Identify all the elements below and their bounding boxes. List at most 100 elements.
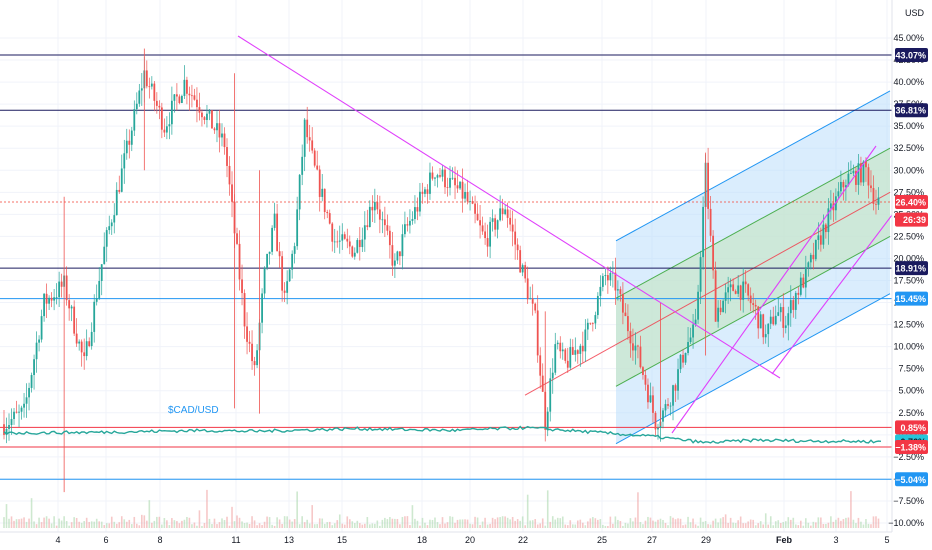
volume-bar xyxy=(30,498,33,528)
volume-bar xyxy=(404,516,406,528)
candle-body xyxy=(451,177,454,179)
candle-body xyxy=(684,352,687,363)
candle-body xyxy=(108,226,111,231)
candle-body xyxy=(301,156,304,175)
volume-bar xyxy=(659,518,662,528)
volume-bar xyxy=(794,524,797,528)
trendlines[interactable] xyxy=(237,35,893,434)
candle-body xyxy=(709,208,712,236)
candle-body xyxy=(23,403,25,408)
time-axis[interactable]: 4 6 8 11 13 15 18 20 22 25 27 29 Feb 3 5 xyxy=(55,535,889,545)
volume-bar xyxy=(303,522,306,528)
trendline-up-lower[interactable] xyxy=(771,214,893,375)
candle-body xyxy=(120,168,123,192)
volume-bar xyxy=(158,516,161,528)
x-tick-label: 29 xyxy=(701,535,711,545)
volume-bar xyxy=(779,523,782,528)
candle-body xyxy=(50,297,53,301)
candle-body xyxy=(624,312,627,317)
volume-bar xyxy=(569,520,572,528)
candle-body xyxy=(338,240,341,242)
candle-body xyxy=(436,175,439,178)
volume-bar xyxy=(481,521,484,528)
candle-body xyxy=(168,124,171,127)
candle-body xyxy=(85,341,88,357)
volume-bar xyxy=(118,522,121,528)
channel-edge[interactable] xyxy=(615,293,891,445)
volume-bar xyxy=(516,519,519,528)
volume-bar xyxy=(233,521,236,528)
candle-body xyxy=(516,244,519,251)
volume-bar xyxy=(857,517,860,528)
channel-inner-edge[interactable] xyxy=(615,147,891,299)
volume-bar xyxy=(298,524,301,528)
volume-bar xyxy=(261,524,263,528)
volume-bar xyxy=(228,525,231,528)
candle-body xyxy=(797,292,800,295)
volume-bar xyxy=(98,521,101,528)
volume-bar xyxy=(45,516,48,528)
volume-bar xyxy=(479,524,481,528)
candle-body xyxy=(236,233,238,244)
volume-bar xyxy=(514,520,516,528)
candle-body xyxy=(679,354,682,370)
volume-bar xyxy=(649,517,652,528)
volume-bar xyxy=(504,516,506,528)
channel-edge[interactable] xyxy=(615,90,891,242)
volume-bar xyxy=(732,522,734,528)
candle-body xyxy=(110,222,113,227)
volume-bar xyxy=(544,525,547,528)
volume-bar xyxy=(689,522,692,528)
volume-bar xyxy=(810,525,812,528)
candle-body xyxy=(100,264,103,281)
y-tick-label: −2.50% xyxy=(893,452,924,462)
candle-body xyxy=(376,202,379,210)
candle-body xyxy=(596,295,599,316)
volume-bar xyxy=(694,524,697,528)
volume-bar xyxy=(739,516,742,528)
candle-body xyxy=(634,345,637,351)
currency-button[interactable]: USD xyxy=(905,8,925,18)
volume-bar xyxy=(361,524,364,528)
candle-body xyxy=(346,238,349,242)
candle-body xyxy=(93,301,96,332)
candle-body xyxy=(581,345,584,352)
candle-body xyxy=(564,349,567,361)
volume-bar xyxy=(619,520,622,528)
candle-body xyxy=(165,126,168,133)
candle-body xyxy=(10,419,13,426)
trendline-up[interactable] xyxy=(671,145,877,434)
candle-body xyxy=(98,280,101,299)
volume-bar xyxy=(872,516,875,528)
candle-body xyxy=(782,307,785,328)
candle-body xyxy=(571,347,574,355)
volume-bar xyxy=(401,516,404,528)
volume-bar xyxy=(451,516,454,528)
volume-bar xyxy=(63,516,65,528)
candle-body xyxy=(461,181,464,199)
candle-body xyxy=(749,295,752,304)
candle-body xyxy=(757,306,760,329)
volume-bar xyxy=(441,517,444,528)
volume-bar xyxy=(684,524,687,528)
trendline-down[interactable] xyxy=(237,35,781,379)
candle-body xyxy=(276,213,279,252)
volume-bar xyxy=(444,523,446,528)
volume-bar xyxy=(529,520,531,528)
candle-body xyxy=(777,312,780,316)
candle-body xyxy=(411,219,414,221)
candle-body xyxy=(604,275,607,277)
candle-body xyxy=(431,172,434,179)
candle-body xyxy=(348,241,351,247)
volume-bar xyxy=(624,522,627,528)
volume-bar xyxy=(48,518,50,528)
volume-bar xyxy=(634,517,637,528)
volume-bar xyxy=(419,525,421,528)
candle-body xyxy=(804,267,807,288)
volume-bar xyxy=(346,516,349,528)
candle-body xyxy=(529,298,532,300)
candle-body xyxy=(489,221,492,247)
candle-body xyxy=(55,297,58,299)
candle-body xyxy=(198,107,201,113)
